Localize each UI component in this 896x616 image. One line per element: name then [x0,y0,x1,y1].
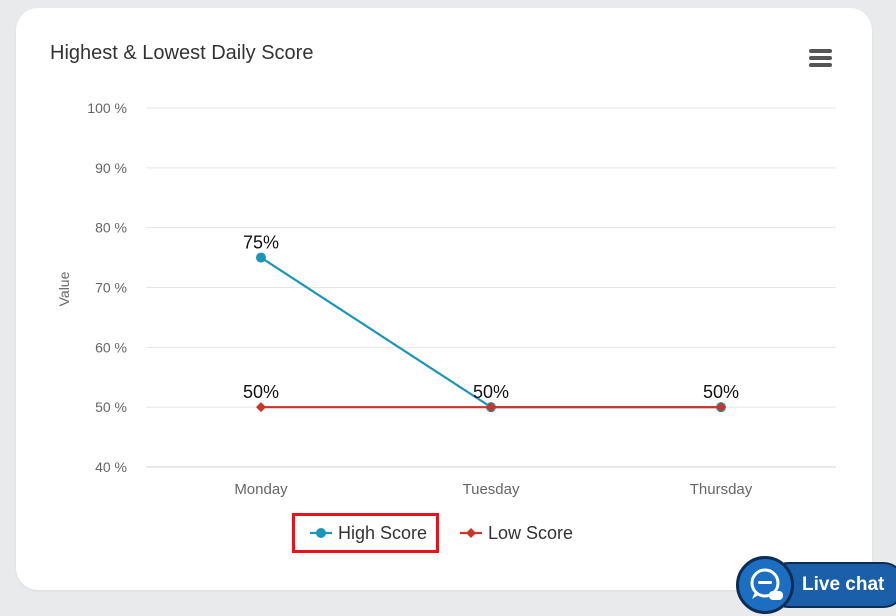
live-chat-label[interactable]: Live chat [802,574,885,595]
data-label: 75% [243,233,279,253]
y-tick-label: 80 % [95,220,127,236]
y-tick-label: 50 % [95,399,127,415]
hamburger-menu-icon[interactable] [808,49,834,71]
y-tick-label: 90 % [95,160,127,176]
legend-item-label[interactable]: Low Score [488,523,573,543]
line-chart: 40 % 50 % 60 % 70 % 80 % 90 % 100 % Value Monday… [56,100,836,543]
data-label: 50% [703,382,739,402]
data-label: 50% [473,382,509,402]
data-point [256,402,266,413]
y-tick-label: 40 % [95,459,127,475]
data-label: 50% [243,382,279,402]
data-point [716,402,726,413]
chart-card: Highest & Lowest Daily Score [16,8,872,590]
x-tick-label: Thursday [690,481,753,498]
chat-bubble-icon[interactable] [736,556,794,614]
legend-marker [466,528,476,538]
data-point [256,252,266,263]
data-point [486,402,496,413]
legend-item-label[interactable]: High Score [338,523,427,543]
y-axis-label: Value [56,271,72,306]
live-chat-button[interactable]: Live chat [736,556,896,616]
y-tick-label: 70 % [95,280,127,296]
y-tick-label: 100 % [87,100,127,116]
x-tick-label: Monday [234,481,288,498]
y-tick-label: 60 % [95,339,127,355]
x-tick-label: Tuesday [463,481,520,498]
chart-title: Highest & Lowest Daily Score [50,42,314,64]
legend-marker [316,528,326,538]
